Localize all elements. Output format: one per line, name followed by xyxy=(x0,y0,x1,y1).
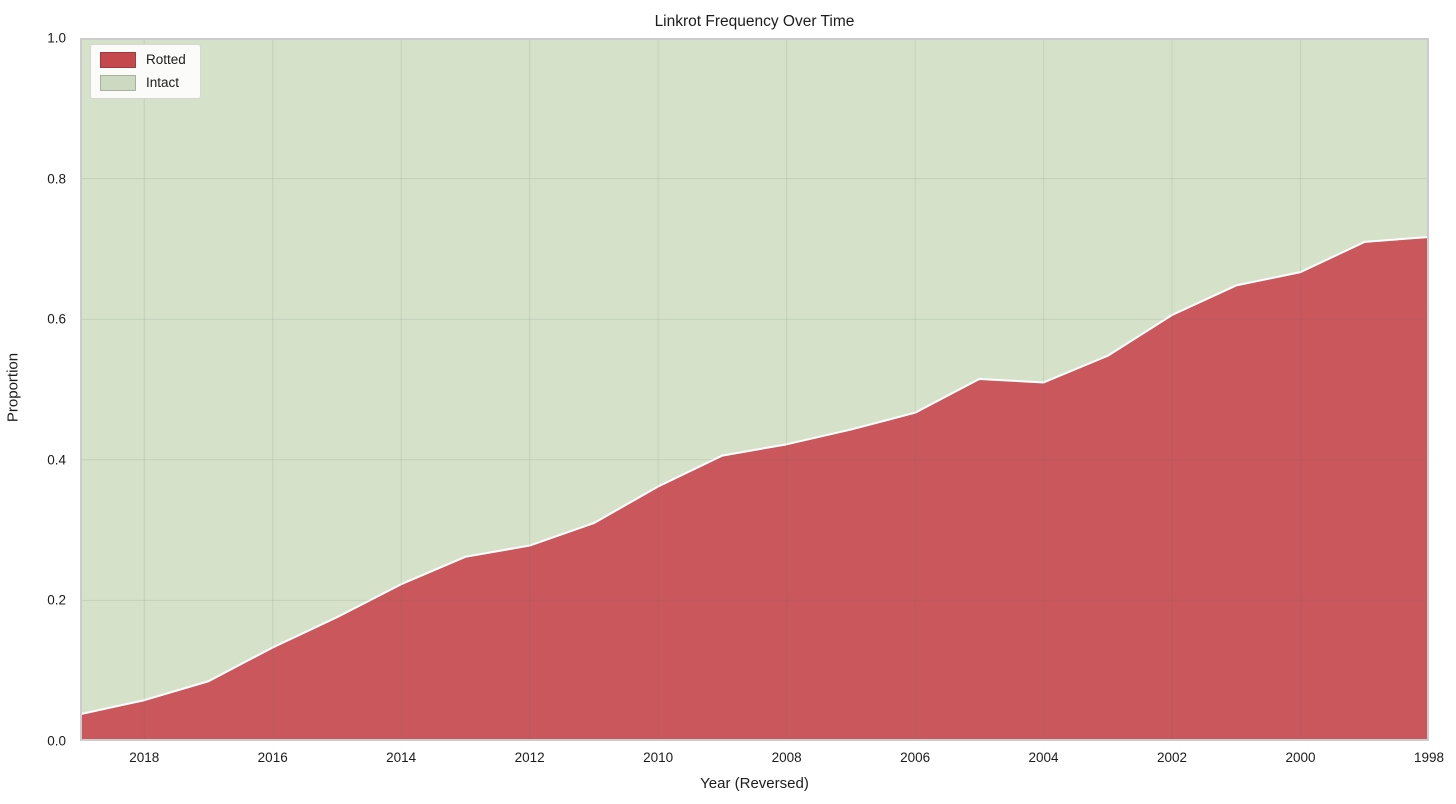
y-tick-label-0.6: 0.6 xyxy=(47,311,66,327)
x-tick-label-2000: 2000 xyxy=(1285,750,1316,765)
y-tick-label-0.8: 0.8 xyxy=(47,171,66,187)
x-tick-label-2002: 2002 xyxy=(1157,750,1188,765)
y-tick-label-0.2: 0.2 xyxy=(47,592,66,608)
legend-swatch-rotted xyxy=(100,52,136,68)
plot-area: Rotted Intact xyxy=(80,38,1429,741)
x-axis-label: Year (Reversed) xyxy=(700,775,809,792)
y-axis-label: Proportion xyxy=(4,352,22,423)
y-tick-label-0.0: 0.0 xyxy=(47,733,66,749)
x-tick-label-2010: 2010 xyxy=(643,750,674,765)
x-tick-label-2004: 2004 xyxy=(1028,750,1059,765)
legend: Rotted Intact xyxy=(90,44,201,99)
axes-spines xyxy=(80,38,1429,741)
legend-entry-rotted: Rotted xyxy=(100,52,186,68)
y-tick-label-1.0: 1.0 xyxy=(47,30,66,46)
x-tick-label-2012: 2012 xyxy=(514,750,545,765)
y-tick-label-0.4: 0.4 xyxy=(47,452,66,468)
legend-label: Rotted xyxy=(146,52,186,68)
stacked-area-chart xyxy=(80,38,1429,741)
x-tick-label-1998: 1998 xyxy=(1413,750,1445,765)
x-tick-label-2018: 2018 xyxy=(129,750,160,765)
x-tick-label-2008: 2008 xyxy=(771,750,802,765)
x-tick-label-2016: 2016 xyxy=(257,750,288,765)
legend-swatch-intact xyxy=(100,75,136,91)
x-tick-label-2006: 2006 xyxy=(900,750,931,765)
area-edge-line xyxy=(80,235,1429,716)
legend-entry-intact: Intact xyxy=(100,75,186,91)
legend-label: Intact xyxy=(146,75,180,91)
chart-title: Linkrot Frequency Over Time xyxy=(654,13,855,30)
x-tick-label-2014: 2014 xyxy=(386,750,417,765)
